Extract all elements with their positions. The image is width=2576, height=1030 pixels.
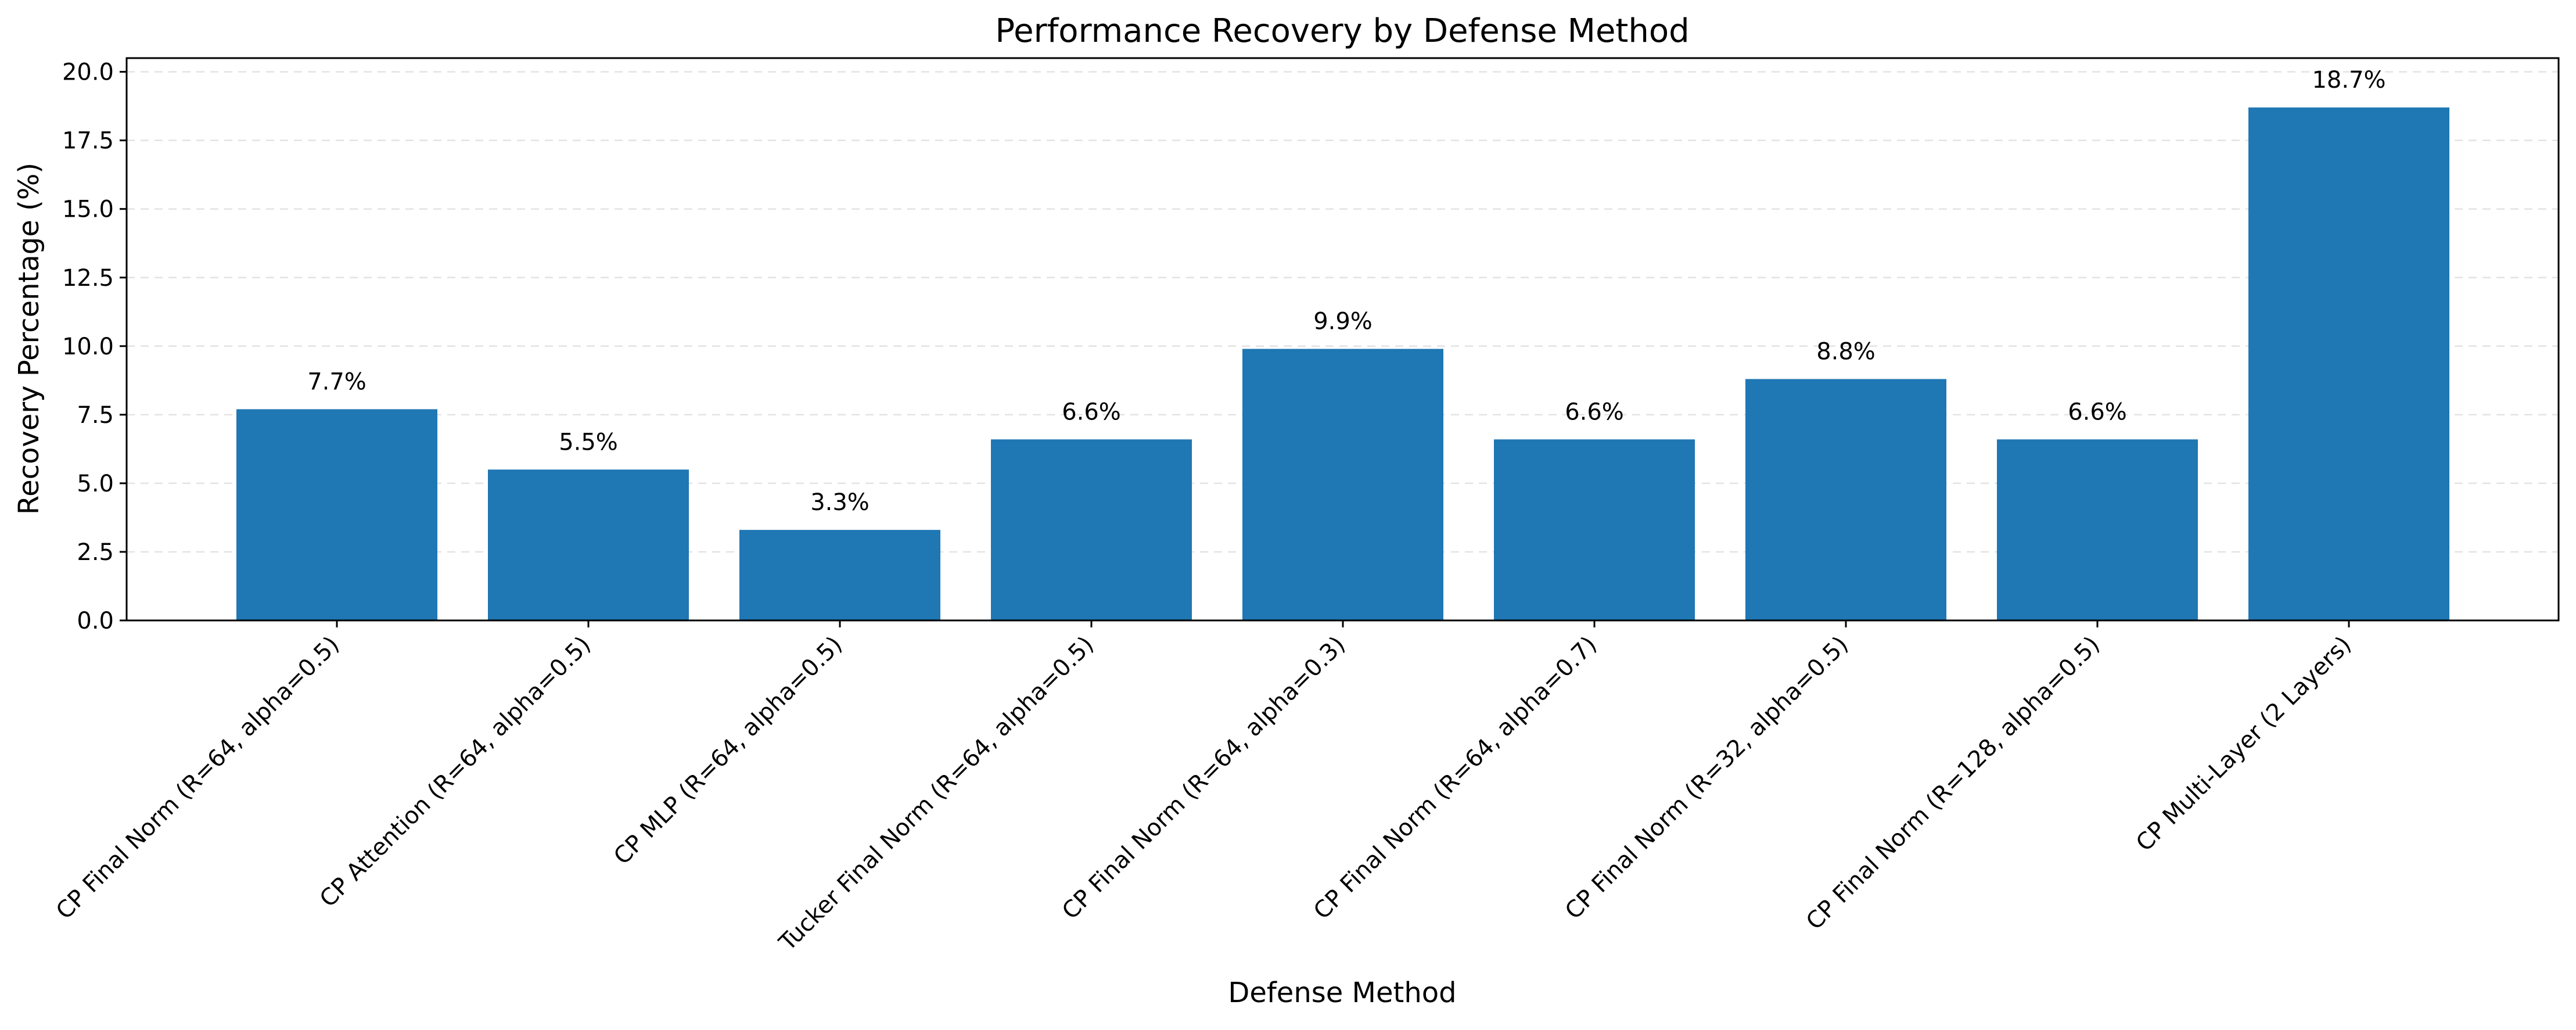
x-tick-label: CP Attention (R=64, alpha=0.5) (315, 631, 596, 913)
x-tick-label: CP Final Norm (R=64, alpha=0.3) (1057, 631, 1350, 925)
y-tick-label: 10.0 (62, 333, 114, 360)
x-axis-title: Defense Method (1228, 977, 1456, 1009)
bar-value-label: 6.6% (1565, 399, 1624, 425)
x-tick-label: CP Final Norm (R=128, alpha=0.5) (1801, 631, 2105, 935)
data-labels: 7.7% 5.5% 3.3% 6.6% 9.9% 6.6% 8.8% 6.6% 18.7% (307, 67, 2385, 516)
bar-value-label: 9.9% (1313, 308, 1373, 335)
x-tick-label: CP Multi-Layer (2 Layers) (2131, 631, 2356, 857)
y-tick-label: 20.0 (62, 59, 114, 86)
bar-value-label: 18.7% (2312, 67, 2385, 94)
bar (1745, 379, 1946, 620)
bar (1494, 439, 1695, 620)
x-tick-label: CP Final Norm (R=32, alpha=0.5) (1560, 631, 1853, 925)
bar-value-label: 3.3% (810, 489, 870, 516)
y-tick-label: 7.5 (77, 402, 114, 429)
bar-value-label: 5.5% (559, 429, 618, 455)
bar-value-label: 8.8% (1816, 338, 1876, 365)
x-tick-label: Tucker Final Norm (R=64, alpha=0.5) (774, 631, 1099, 957)
x-tick-label: CP MLP (R=64, alpha=0.5) (609, 631, 847, 870)
y-tick-label: 2.5 (77, 539, 114, 566)
bar (488, 469, 689, 620)
y-axis-title: Recovery Percentage (%) (13, 163, 45, 515)
bar (991, 439, 1192, 620)
x-tick-label: CP Final Norm (R=64, alpha=0.5) (51, 631, 344, 925)
bar-value-label: 6.6% (2068, 399, 2127, 425)
y-tick-label: 0.0 (77, 608, 114, 634)
bar (2248, 107, 2449, 620)
bar (236, 409, 437, 620)
bar (739, 530, 940, 620)
y-axis: 0.0 2.5 5.0 7.5 10.0 12.5 15.0 17.5 20.0 (62, 59, 127, 634)
bar (1997, 439, 2198, 620)
bar (1242, 349, 1443, 620)
bars (236, 107, 2449, 620)
x-axis: CP Final Norm (R=64, alpha=0.5)CP Attent… (51, 620, 2356, 956)
y-tick-label: 15.0 (62, 196, 114, 223)
y-tick-label: 5.0 (77, 471, 114, 497)
bar-value-label: 7.7% (307, 368, 367, 395)
plot-frame (125, 57, 2560, 622)
y-tick-label: 17.5 (62, 128, 114, 155)
x-tick-label: CP Final Norm (R=64, alpha=0.7) (1309, 631, 1602, 925)
bar-value-label: 6.6% (1062, 399, 1121, 425)
y-tick-label: 12.5 (62, 265, 114, 292)
chart-title: Performance Recovery by Defense Method (995, 12, 1689, 50)
